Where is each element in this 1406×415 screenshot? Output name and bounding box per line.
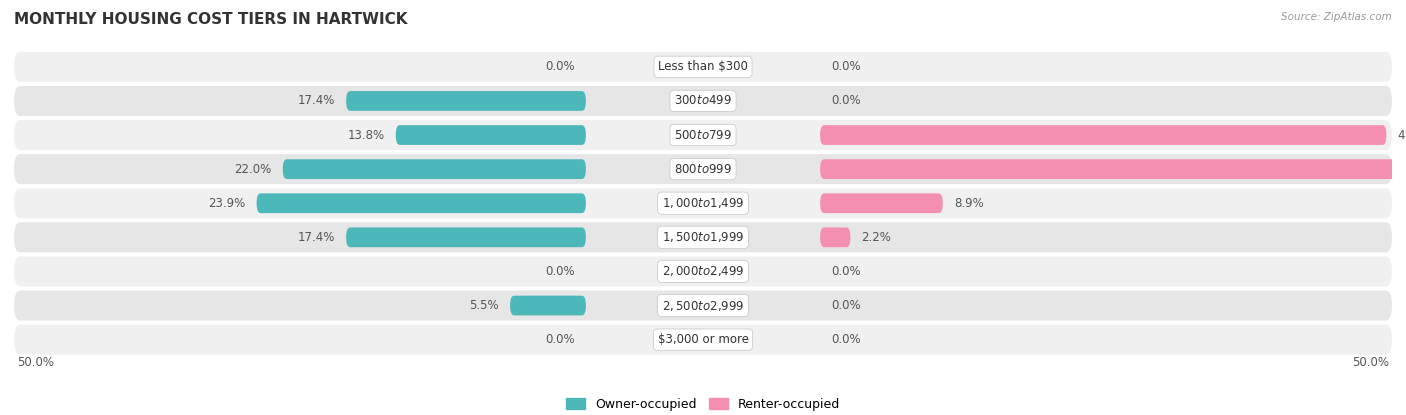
Text: 5.5%: 5.5% (470, 299, 499, 312)
FancyBboxPatch shape (14, 256, 1392, 286)
FancyBboxPatch shape (14, 222, 1392, 252)
FancyBboxPatch shape (820, 159, 1406, 179)
Text: $500 to $799: $500 to $799 (673, 129, 733, 142)
FancyBboxPatch shape (820, 193, 943, 213)
Text: 50.0%: 50.0% (1353, 356, 1389, 369)
FancyBboxPatch shape (14, 188, 1392, 218)
Text: 17.4%: 17.4% (298, 231, 335, 244)
Text: 0.0%: 0.0% (831, 95, 860, 107)
FancyBboxPatch shape (14, 325, 1392, 355)
Text: 0.0%: 0.0% (831, 299, 860, 312)
Text: 13.8%: 13.8% (347, 129, 385, 142)
Text: $2,500 to $2,999: $2,500 to $2,999 (662, 298, 744, 312)
Text: $3,000 or more: $3,000 or more (658, 333, 748, 346)
Text: Source: ZipAtlas.com: Source: ZipAtlas.com (1281, 12, 1392, 22)
Text: 0.0%: 0.0% (546, 265, 575, 278)
FancyBboxPatch shape (346, 91, 586, 111)
FancyBboxPatch shape (346, 227, 586, 247)
Text: $2,000 to $2,499: $2,000 to $2,499 (662, 264, 744, 278)
Text: 17.4%: 17.4% (298, 95, 335, 107)
FancyBboxPatch shape (820, 227, 851, 247)
FancyBboxPatch shape (820, 125, 1386, 145)
FancyBboxPatch shape (14, 290, 1392, 320)
Text: 22.0%: 22.0% (235, 163, 271, 176)
FancyBboxPatch shape (14, 120, 1392, 150)
FancyBboxPatch shape (510, 295, 586, 315)
Text: 8.9%: 8.9% (953, 197, 984, 210)
FancyBboxPatch shape (14, 52, 1392, 82)
Text: 0.0%: 0.0% (831, 265, 860, 278)
FancyBboxPatch shape (283, 159, 586, 179)
Text: 0.0%: 0.0% (546, 333, 575, 346)
FancyBboxPatch shape (395, 125, 586, 145)
Text: $1,500 to $1,999: $1,500 to $1,999 (662, 230, 744, 244)
FancyBboxPatch shape (14, 154, 1392, 184)
Text: $1,000 to $1,499: $1,000 to $1,499 (662, 196, 744, 210)
Text: $300 to $499: $300 to $499 (673, 95, 733, 107)
Text: 23.9%: 23.9% (208, 197, 246, 210)
Legend: Owner-occupied, Renter-occupied: Owner-occupied, Renter-occupied (561, 393, 845, 415)
Text: 41.1%: 41.1% (1398, 129, 1406, 142)
FancyBboxPatch shape (256, 193, 586, 213)
Text: 0.0%: 0.0% (546, 60, 575, 73)
Text: 0.0%: 0.0% (831, 333, 860, 346)
Text: 2.2%: 2.2% (862, 231, 891, 244)
Text: MONTHLY HOUSING COST TIERS IN HARTWICK: MONTHLY HOUSING COST TIERS IN HARTWICK (14, 12, 408, 27)
Text: 0.0%: 0.0% (831, 60, 860, 73)
Text: Less than $300: Less than $300 (658, 60, 748, 73)
Text: $800 to $999: $800 to $999 (673, 163, 733, 176)
FancyBboxPatch shape (14, 86, 1392, 116)
Text: 50.0%: 50.0% (17, 356, 53, 369)
